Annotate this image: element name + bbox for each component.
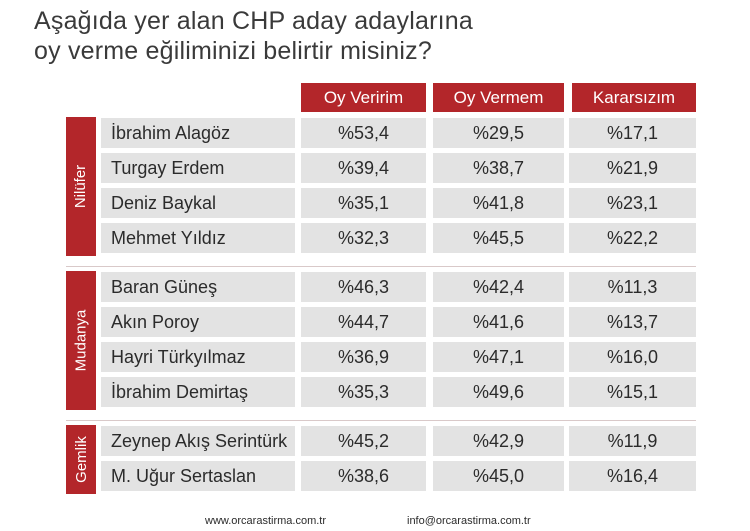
percentage-cell: %21,9	[569, 153, 696, 183]
candidate-name: Akın Poroy	[101, 307, 295, 337]
percentage-cell: %38,6	[301, 461, 426, 491]
percentage-cell: %16,0	[569, 342, 696, 372]
group-label-text: Mudanya	[72, 309, 90, 372]
candidate-name: Zeynep Akış Serintürk	[101, 426, 295, 456]
column-header: Oy Vermem	[433, 83, 564, 112]
candidate-name: M. Uğur Sertaslan	[101, 461, 295, 491]
percentage-cell: %17,1	[569, 118, 696, 148]
percentage-cell: %13,7	[569, 307, 696, 337]
group-separator	[66, 266, 696, 267]
percentage-cell: %35,3	[301, 377, 426, 407]
title-line-1: Aşağıda yer alan CHP aday adaylarına	[34, 7, 473, 35]
percentage-cell: %39,4	[301, 153, 426, 183]
percentage-cell: %42,9	[433, 426, 564, 456]
percentage-cell: %45,5	[433, 223, 564, 253]
percentage-cell: %22,2	[569, 223, 696, 253]
column-header: Oy Veririm	[301, 83, 426, 112]
percentage-cell: %41,8	[433, 188, 564, 218]
percentage-cell: %29,5	[433, 118, 564, 148]
column-header: Kararsızım	[572, 83, 696, 112]
group-label: Mudanya	[66, 271, 96, 410]
group-label: Gemlik	[66, 425, 96, 494]
candidate-name: İbrahim Demirtaş	[101, 377, 295, 407]
percentage-cell: %45,0	[433, 461, 564, 491]
candidate-name: İbrahim Alagöz	[101, 118, 295, 148]
percentage-cell: %23,1	[569, 188, 696, 218]
percentage-cell: %42,4	[433, 272, 564, 302]
percentage-cell: %46,3	[301, 272, 426, 302]
group-label-text: Nilüfer	[72, 164, 90, 209]
group-separator	[66, 420, 696, 421]
percentage-cell: %45,2	[301, 426, 426, 456]
percentage-cell: %15,1	[569, 377, 696, 407]
candidate-name: Deniz Baykal	[101, 188, 295, 218]
page-title: Aşağıda yer alan CHP aday adaylarına oy …	[34, 6, 473, 66]
percentage-cell: %47,1	[433, 342, 564, 372]
percentage-cell: %53,4	[301, 118, 426, 148]
footer-email: info@orcarastirma.com.tr	[407, 515, 531, 527]
percentage-cell: %35,1	[301, 188, 426, 218]
percentage-cell: %49,6	[433, 377, 564, 407]
percentage-cell: %32,3	[301, 223, 426, 253]
percentage-cell: %38,7	[433, 153, 564, 183]
candidate-name: Turgay Erdem	[101, 153, 295, 183]
title-line-2: oy verme eğiliminizi belirtir misiniz?	[34, 37, 432, 65]
percentage-cell: %11,9	[569, 426, 696, 456]
candidate-name: Hayri Türkyılmaz	[101, 342, 295, 372]
percentage-cell: %11,3	[569, 272, 696, 302]
percentage-cell: %44,7	[301, 307, 426, 337]
candidate-name: Mehmet Yıldız	[101, 223, 295, 253]
footer-website: www.orcarastirma.com.tr	[205, 515, 327, 527]
percentage-cell: %36,9	[301, 342, 426, 372]
group-label: Nilüfer	[66, 117, 96, 256]
percentage-cell: %16,4	[569, 461, 696, 491]
group-label-text: Gemlik	[72, 436, 90, 483]
percentage-cell: %41,6	[433, 307, 564, 337]
candidate-name: Baran Güneş	[101, 272, 295, 302]
